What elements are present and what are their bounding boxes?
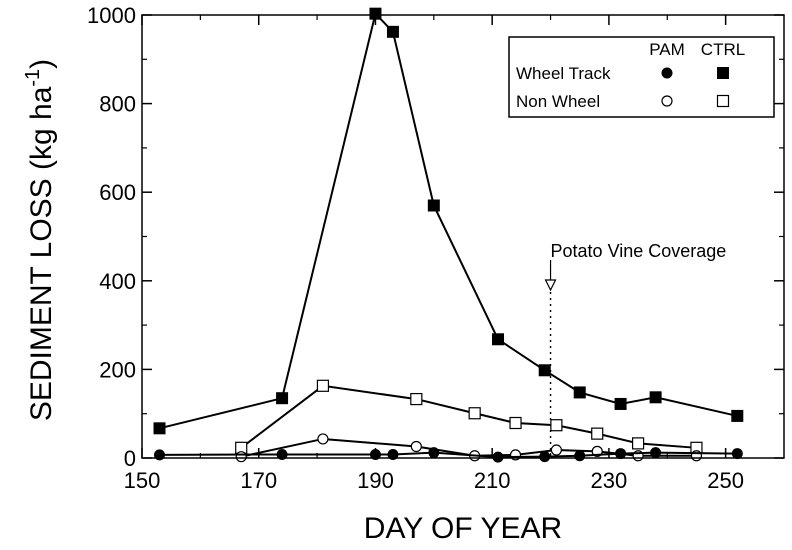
y-tick-label: 0 [124,446,136,471]
series-non-wheel-ctrl [235,379,703,454]
data-point [235,451,247,463]
y-axis-title-sup: -1 [22,69,44,87]
y-tick-label: 1000 [87,3,136,28]
x-tick-label: 230 [591,468,628,493]
data-point [316,379,330,392]
data-point [369,7,382,20]
legend-col-header: CTRL [701,40,745,59]
data-point [731,409,744,422]
coverage-arrow-head [544,279,557,292]
legend-row-label: Non Wheel [516,92,600,111]
data-point [550,419,563,432]
data-point [649,391,662,404]
legend: PAM CTRL Wheel Track Non Wheel [508,36,775,118]
data-point [614,397,627,410]
x-tick-label: 170 [240,468,277,493]
data-point [276,448,288,460]
x-tick-label: 250 [707,468,744,493]
data-point [427,199,440,212]
data-point [731,448,743,460]
legend-marker-nonwheel-ctrl [716,94,730,108]
data-point [591,427,604,440]
data-point [386,25,399,38]
axes-layer: 150 170 190 210 230 250 0 200 400 600 800 1000 [87,3,785,493]
x-axis-title: DAY OF YEAR [364,512,562,545]
data-point [468,407,481,420]
y-tick-label: 600 [99,180,136,205]
data-point [387,448,399,460]
y-axis-title: SEDIMENT LOSS (kg ha-1) [22,59,58,421]
data-point [428,447,440,459]
x-tick-label: 150 [124,468,161,493]
data-point [573,386,586,399]
legend-col-header: PAM [649,40,685,59]
y-tick-label: 800 [99,92,136,117]
legend-marker-wheel-pam [661,67,673,79]
y-axis-title-close: ) [25,59,58,69]
data-point [615,448,627,460]
data-point [574,450,586,462]
y-tick-label: 400 [99,269,136,294]
annotation-layer: Potato Vine Coverage [544,241,727,458]
legend-marker-nonwheel-pam [661,95,673,107]
data-point [539,451,551,463]
x-tick-label: 210 [474,468,511,493]
data-point [550,444,562,456]
data-point [410,440,422,453]
data-point [492,451,504,463]
data-point [631,437,645,450]
series-wheel-track-pam [154,447,743,463]
x-tick-label: 190 [357,468,394,493]
coverage-annotation-label: Potato Vine Coverage [551,241,727,261]
legend-row-label: Wheel Track [516,64,611,83]
series-wheel-track-ctrl [153,7,744,435]
data-point [276,392,289,405]
data-point [492,333,505,346]
legend-box [508,36,775,118]
y-tick-label: 200 [99,357,136,382]
data-point [410,392,423,406]
data-point [538,364,551,377]
data-point [650,447,662,459]
data-point [317,433,329,445]
data-point [509,416,522,430]
data-point [153,422,166,435]
legend-marker-wheel-ctrl [717,67,729,79]
series-layer [153,7,744,463]
y-axis-title-main: SEDIMENT LOSS (kg ha [25,86,58,421]
